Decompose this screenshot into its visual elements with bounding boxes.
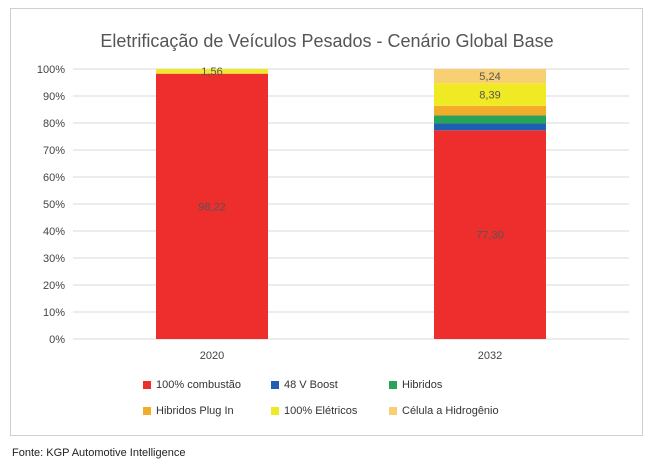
y-tick-label: 0% [49,334,65,346]
y-tick-label: 80% [43,118,65,130]
y-tick-label: 50% [43,199,65,211]
data-label: 8,39 [479,89,500,101]
bar-segment [156,73,268,339]
legend-item-48v-boost: 48 V Boost [271,379,338,391]
y-tick-label: 60% [43,172,65,184]
stacked-bar-chart: Eletrificação de Veículos Pesados - Cená… [37,31,629,362]
bar-segment [434,123,546,131]
legend-item-celula-hidrogenio: Célula a Hidrogênio [389,405,499,417]
y-tick-label: 40% [43,226,65,238]
bar-segment [434,105,546,116]
bar-segment [434,69,546,84]
bars [156,69,546,339]
bar-segment [434,130,546,339]
legend-label: Hibridos [402,379,443,391]
legend-label: 48 V Boost [284,379,338,391]
legend-label: Hibridos Plug In [156,405,234,417]
legend-swatch [271,381,279,389]
y-tick-label: 30% [43,253,65,265]
x-axis-labels: 2020 2032 [200,350,502,362]
bar-segment [434,115,546,124]
legend-item-hibridos: Hibridos [389,379,442,391]
source-note: Fonte: KGP Automotive Intelligence [12,447,186,459]
data-label: 1,56 [201,66,222,78]
x-category-label: 2020 [200,350,224,362]
y-tick-label: 90% [43,91,65,103]
legend-swatch [389,407,397,415]
data-label: 98,22 [198,201,226,213]
chart-frame: Eletrificação de Veículos Pesados - Cená… [10,8,643,436]
bar-segment [156,69,268,74]
y-axis-ticks: 0% 10% 20% 30% 40% 50% 60% 70% 80% 90% 100% [37,64,65,346]
legend-label: Célula a Hidrogênio [402,405,499,417]
y-tick-label: 70% [43,145,65,157]
data-label: 5,24 [479,71,500,83]
y-tick-label: 100% [37,64,65,76]
legend-swatch [389,381,397,389]
legend-item-combustao: 100% combustão [143,379,241,391]
legend-label: 100% Elétricos [284,405,358,417]
legend-item-eletricos: 100% Elétricos [271,405,357,417]
bar-segment [156,73,268,74]
y-tick-label: 10% [43,307,65,319]
legend-label: 100% combustão [156,379,241,391]
data-labels: 98,22 1,56 77,30 8,39 5,24 [198,66,504,242]
legend-swatch [143,381,151,389]
legend-item-hibridos-plug-in: Hibridos Plug In [143,405,234,417]
data-label: 77,30 [476,230,504,242]
legend-swatch [271,407,279,415]
legend-swatch [143,407,151,415]
y-tick-label: 20% [43,280,65,292]
x-category-label: 2032 [478,350,502,362]
chart-title: Eletrificação de Veículos Pesados - Cená… [100,31,553,51]
bar-segment [434,83,546,106]
